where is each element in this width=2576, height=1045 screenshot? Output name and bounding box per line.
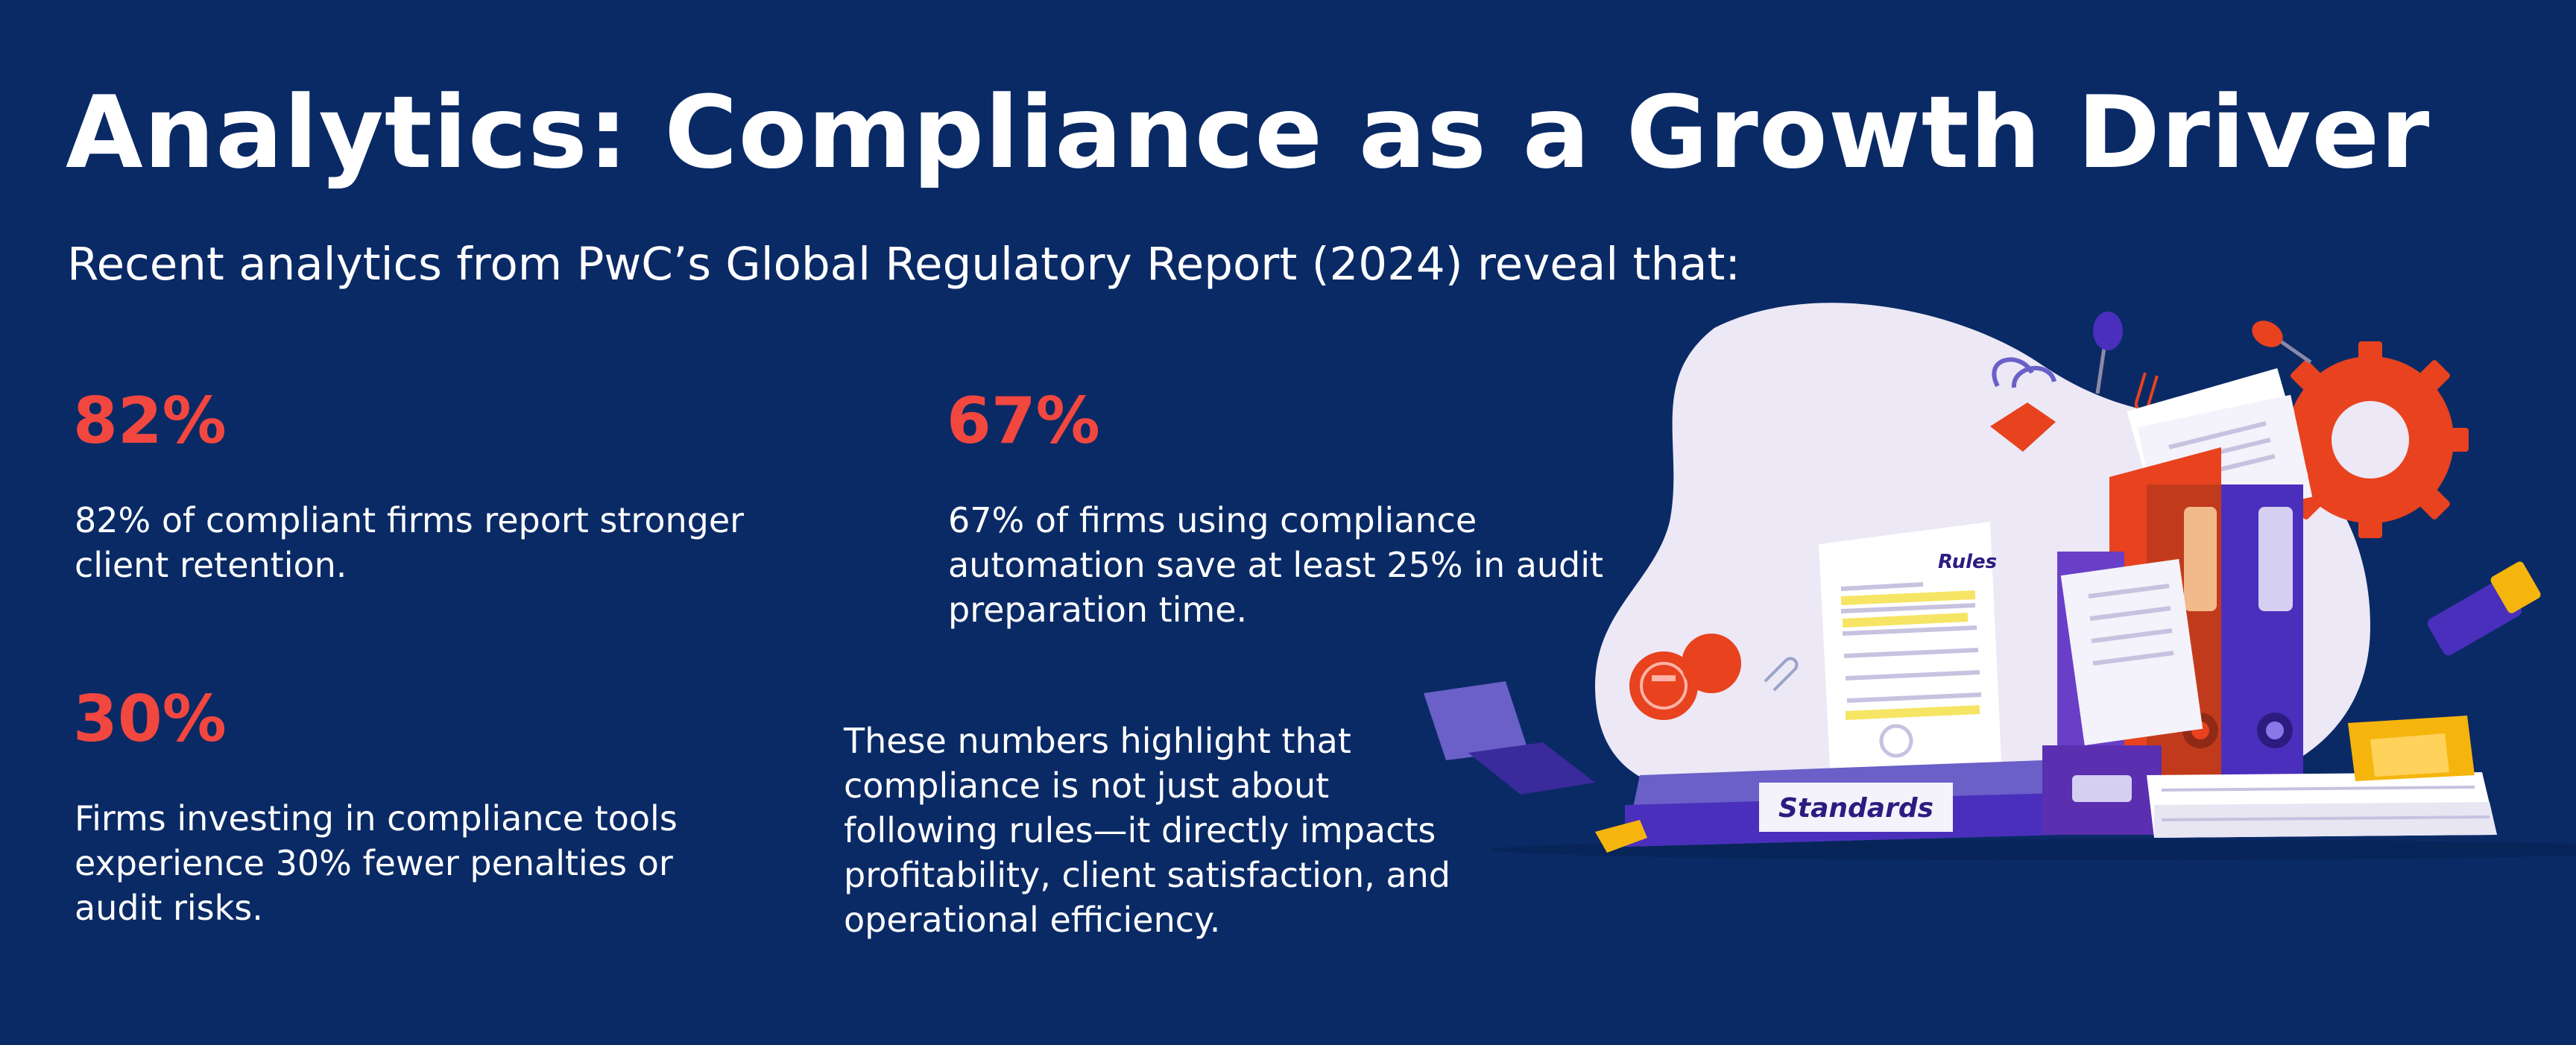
sticky-notes-icon <box>2348 716 2475 781</box>
stat-description-line: Firms investing in compliance tools <box>75 798 678 839</box>
page-title: Analytics: Compliance as a Growth Driver <box>66 75 2431 191</box>
standards-label: Standards <box>1778 793 1933 824</box>
stat-description-line: automation save at least 25% in audit <box>948 545 1604 585</box>
compliance-illustration: Rules Standards <box>1424 303 2576 860</box>
rules-document: Rules <box>1819 522 2002 783</box>
stat-description-67: 67% of firms using compliance automation… <box>948 498 1603 632</box>
stat-description-line: 82% of compliant firms report stronger <box>75 500 745 540</box>
stat-description-82: 82% of compliant firms report stronger c… <box>75 498 744 587</box>
stat-value-67: 67% <box>947 384 1100 458</box>
page-subtitle: Recent analytics from PwC’s Global Regul… <box>67 238 1740 291</box>
conclusion-line: operational efficiency. <box>844 900 1221 940</box>
floor-shadow <box>1491 839 2576 860</box>
standards-binder: Standards <box>1595 760 2057 853</box>
rules-label: Rules <box>1938 551 1997 573</box>
conclusion-line: following rules—it directly impacts <box>844 810 1436 850</box>
highlighter-icon <box>2427 561 2541 656</box>
storage-box <box>2042 745 2162 835</box>
stamp-icon <box>1629 634 1741 720</box>
pushpin-icon <box>2252 321 2312 364</box>
binder-clip-icon <box>1990 357 2056 452</box>
stat-description-line: client retention. <box>75 545 347 585</box>
conclusion-line: These numbers highlight that <box>844 721 1351 761</box>
stat-description-line: preparation time. <box>948 590 1248 630</box>
folder <box>2057 552 2203 775</box>
ink-pad-icon <box>1424 681 1595 795</box>
conclusion-line: compliance is not just about <box>844 765 1330 806</box>
conclusion-line: profitability, client satisfaction, and <box>844 855 1450 895</box>
stat-value-82: 82% <box>73 384 227 458</box>
stat-description-line: audit risks. <box>75 888 263 928</box>
stat-value-30: 30% <box>73 682 227 757</box>
stat-description-30: Firms investing in compliance tools expe… <box>75 796 678 930</box>
conclusion-paragraph: These numbers highlight that compliance … <box>844 719 1450 942</box>
blue-binder <box>2221 484 2303 775</box>
paperclip-icon <box>1764 657 1799 692</box>
pushpin-icon <box>2093 312 2123 394</box>
stat-description-line: experience 30% fewer penalties or <box>75 843 673 883</box>
paper-pile <box>2147 772 2497 838</box>
stat-description-line: 67% of firms using compliance <box>948 500 1477 540</box>
